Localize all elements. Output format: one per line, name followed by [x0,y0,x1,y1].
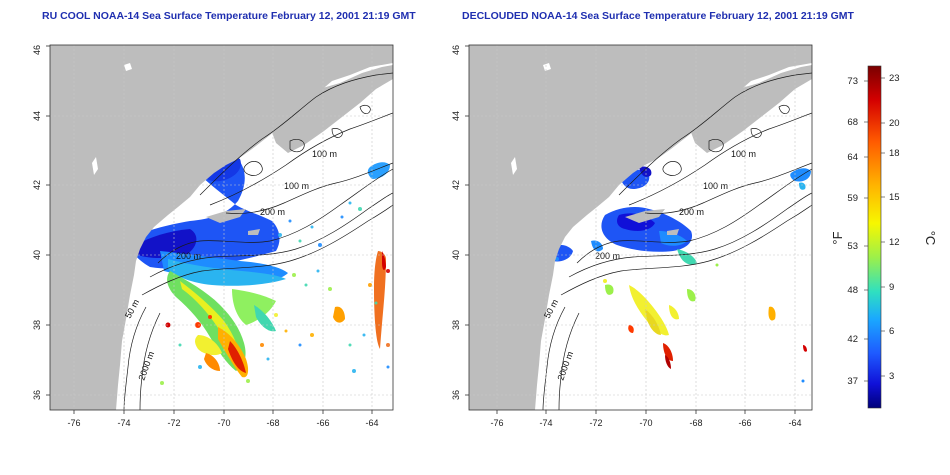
y-axis-raw: 36 38 40 42 44 46 [32,45,50,400]
celsius-tick: 6 [889,326,894,337]
y-tick-label: 46 [451,45,461,55]
fahrenheit-tick: 64 [847,152,858,163]
y-tick-label: 46 [32,45,42,55]
celsius-tick: 23 [889,73,900,84]
x-tick-label: -66 [316,418,329,428]
gridlines-declouded [469,45,812,410]
y-tick-label: 40 [32,250,42,260]
panel-title-raw: RU COOL NOAA-14 Sea Surface Temperature … [42,10,416,22]
celsius-tick: 18 [889,148,900,159]
celsius-tick: 15 [889,192,900,203]
x-tick-label: -64 [788,418,801,428]
fahrenheit-tick: 68 [847,117,858,128]
fahrenheit-tick: 59 [847,193,858,204]
x-tick-label: -68 [689,418,702,428]
panel-title-declouded: DECLOUDED NOAA-14 Sea Surface Temperatur… [462,10,854,22]
y-tick-label: 40 [451,250,461,260]
svg-text:200 m: 200 m [595,251,620,261]
gridlines-raw [50,45,393,410]
y-tick-label: 36 [451,390,461,400]
y-tick-label: 44 [32,111,42,121]
x-tick-label: -64 [365,418,378,428]
svg-text:100 m: 100 m [731,149,756,159]
x-axis-raw: -76 -74 -72 -70 -68 -66 -64 [67,410,379,428]
x-tick-label: -70 [217,418,230,428]
map-panel-raw: 100 m 100 m 200 m 200 m 50 m 2000 m [32,44,394,428]
x-tick-label: -74 [117,418,130,428]
x-tick-label: -70 [639,418,652,428]
x-tick-label: -76 [490,418,503,428]
fahrenheit-tick: 42 [847,334,858,345]
celsius-tick: 3 [889,371,894,382]
x-tick-label: -68 [266,418,279,428]
celsius-tick: 12 [889,237,900,248]
x-tick-label: -74 [539,418,552,428]
y-tick-label: 36 [32,390,42,400]
x-tick-label: -76 [67,418,80,428]
map-panel-declouded: 100 m 100 m 200 m 200 m 50 m 2000 m [451,44,813,428]
y-tick-label: 38 [32,320,42,330]
fahrenheit-tick: 37 [847,376,858,387]
x-axis-declouded: -76 -74 -72 -70 -68 -66 -64 [490,410,802,428]
svg-text:200 m: 200 m [176,251,201,261]
fahrenheit-tick: 48 [847,285,858,296]
x-tick-label: -72 [167,418,180,428]
svg-text:200 m: 200 m [679,207,704,217]
temperature-colorbar: 73 68 64 59 53 48 42 37 23 20 18 15 12 9 [830,65,938,409]
celsius-label: °C [923,231,938,246]
svg-text:100 m: 100 m [312,149,337,159]
fahrenheit-tick: 73 [847,76,858,87]
y-tick-label: 38 [451,320,461,330]
y-tick-label: 42 [32,180,42,190]
celsius-tick: 9 [889,282,894,293]
celsius-tick: 20 [889,118,900,129]
svg-text:100 m: 100 m [703,181,728,191]
svg-text:200 m: 200 m [260,207,285,217]
x-tick-label: -72 [589,418,602,428]
fahrenheit-tick: 53 [847,241,858,252]
y-axis-declouded: 36 38 40 42 44 46 [451,45,469,400]
fahrenheit-label: °F [830,231,845,244]
sst-data-scattered-pixels [160,201,390,385]
x-tick-label: -66 [738,418,751,428]
y-tick-label: 42 [451,180,461,190]
svg-text:100 m: 100 m [284,181,309,191]
y-tick-label: 44 [451,111,461,121]
